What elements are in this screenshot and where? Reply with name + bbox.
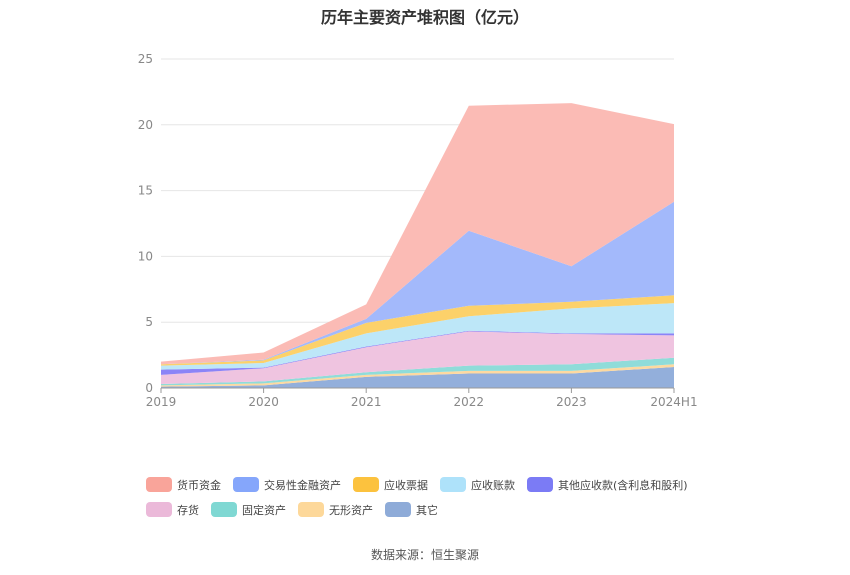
x-tick-label: 2024H1: [650, 395, 697, 409]
area-其它: [161, 366, 674, 388]
legend: 货币资金 交易性金融资产 应收票据 应收账款 其他应收款(含利息和股利) 存货 固定资产 无…: [146, 472, 746, 522]
y-tick-label: 5: [145, 315, 153, 329]
y-tick-label: 10: [138, 249, 153, 263]
area-货币资金: [161, 103, 674, 365]
legend-label: 存货: [177, 503, 199, 517]
area-交易性金融资产: [161, 201, 674, 365]
legend-label: 应收票据: [384, 478, 428, 492]
legend-label: 无形资产: [329, 503, 373, 517]
area-无形资产: [161, 364, 674, 387]
legend-swatch: [385, 502, 411, 517]
legend-item[interactable]: 其它: [385, 502, 438, 518]
legend-label: 其它: [416, 503, 438, 517]
legend-item[interactable]: 交易性金融资产: [233, 477, 341, 493]
legend-swatch: [233, 477, 259, 492]
legend-swatch: [146, 477, 172, 492]
area-series: [161, 103, 674, 388]
legend-swatch: [440, 477, 466, 492]
legend-item[interactable]: 存货: [146, 502, 199, 518]
legend-swatch: [211, 502, 237, 517]
area-应收账款: [161, 303, 674, 370]
legend-row: 存货 固定资产 无形资产 其它: [146, 497, 746, 522]
legend-swatch: [298, 502, 324, 517]
legend-label: 应收账款: [471, 478, 515, 492]
legend-item[interactable]: 货币资金: [146, 477, 221, 493]
x-tick-label: 2023: [556, 395, 587, 409]
area-应收票据: [161, 295, 674, 366]
x-tick-label: 2022: [454, 395, 485, 409]
area-固定资产: [161, 357, 674, 386]
legend-swatch: [353, 477, 379, 492]
legend-swatch: [527, 477, 553, 492]
y-tick-label: 0: [145, 381, 153, 395]
chart-title: 历年主要资产堆积图（亿元）: [320, 8, 529, 27]
legend-item[interactable]: 其他应收款(含利息和股利): [527, 477, 688, 493]
y-tick-label: 15: [138, 184, 153, 198]
axes: 0 5 10 15 20 25 2019 2020 2021 2022 2023 2024H1: [138, 52, 698, 409]
area-其他应收款(含利息和股利): [161, 330, 674, 375]
legend-row: 货币资金 交易性金融资产 应收票据 应收账款 其他应收款(含利息和股利): [146, 472, 746, 497]
y-tick-label: 20: [138, 118, 153, 132]
x-tick-label: 2020: [248, 395, 279, 409]
x-tick-label: 2019: [146, 395, 177, 409]
legend-label: 其他应收款(含利息和股利): [558, 478, 688, 492]
area-存货: [161, 331, 674, 385]
legend-item[interactable]: 固定资产: [211, 502, 286, 518]
legend-item[interactable]: 无形资产: [298, 502, 373, 518]
legend-swatch: [146, 502, 172, 517]
legend-item[interactable]: 应收票据: [353, 477, 428, 493]
legend-item[interactable]: 应收账款: [440, 477, 515, 493]
x-tick-label: 2021: [351, 395, 382, 409]
data-source: 数据来源：恒生聚源: [370, 548, 479, 562]
y-tick-label: 25: [138, 52, 153, 66]
legend-label: 交易性金融资产: [264, 478, 341, 492]
legend-label: 货币资金: [177, 478, 221, 492]
legend-label: 固定资产: [242, 503, 286, 517]
